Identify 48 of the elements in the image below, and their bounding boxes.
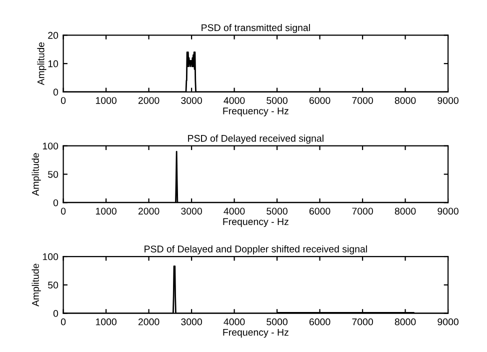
x-tick-label: 0	[60, 208, 66, 215]
x-tick-label: 3000	[181, 318, 202, 326]
x-tick-label: 5000	[266, 208, 288, 215]
y-axis-title: Amplitude	[32, 264, 41, 306]
x-tick-label: 2000	[138, 208, 160, 215]
x-axis-title: Frequency - Hz	[223, 218, 288, 227]
x-tick-label: 2000	[138, 97, 160, 104]
chart-title: PSD of Delayed received signal	[188, 134, 324, 144]
x-tick-label: 8000	[394, 208, 416, 215]
y-axis-title: Amplitude	[32, 153, 41, 196]
x-tick-label: 1000	[96, 97, 116, 104]
x-tick-label: 6000	[309, 97, 330, 104]
x-tick-label: 7000	[352, 208, 373, 215]
x-tick-label: 4000	[224, 208, 245, 215]
x-tick-label: 2000	[138, 318, 160, 326]
y-tick-label: 0	[53, 88, 58, 96]
y-tick-label: 50	[48, 282, 58, 289]
y-tick-label: 10	[48, 60, 58, 68]
x-tick-label: 3000	[181, 97, 202, 104]
x-tick-label: 7000	[352, 318, 373, 326]
y-tick-label: 20	[48, 32, 58, 39]
x-tick-label: 5000	[266, 97, 288, 104]
x-tick-label: 7000	[352, 97, 373, 104]
x-tick-label: 9000	[438, 318, 458, 326]
y-tick-label: 100	[42, 253, 58, 260]
x-tick-label: 4000	[224, 318, 245, 326]
x-tick-label: 0	[60, 97, 66, 104]
y-tick-label: 50	[48, 170, 58, 178]
x-axis-title: Frequency - Hz	[223, 108, 288, 116]
x-tick-label: 3000	[181, 208, 202, 215]
x-axis-title: Frequency - Hz	[223, 328, 288, 338]
x-tick-label: 8000	[394, 318, 416, 326]
y-tick-label: 100	[42, 142, 58, 150]
chart-title: PSD of transmitted signal	[202, 24, 310, 34]
x-tick-label: 6000	[309, 318, 330, 326]
x-tick-label: 6000	[309, 208, 330, 215]
x-tick-label: 0	[60, 318, 66, 326]
x-tick-label: 9000	[438, 97, 458, 104]
chart-title: PSD of Delayed and Doppler shifted received signal	[144, 245, 367, 254]
x-tick-label: 1000	[96, 208, 116, 215]
x-tick-label: 4000	[224, 97, 245, 104]
y-tick-label: 0	[53, 310, 58, 317]
y-axis-title: Amplitude	[37, 42, 46, 86]
x-tick-label: 8000	[394, 97, 416, 104]
y-tick-label: 0	[53, 199, 58, 206]
x-tick-label: 9000	[438, 208, 458, 215]
x-tick-label: 1000	[96, 318, 116, 326]
x-tick-label: 5000	[266, 318, 288, 326]
